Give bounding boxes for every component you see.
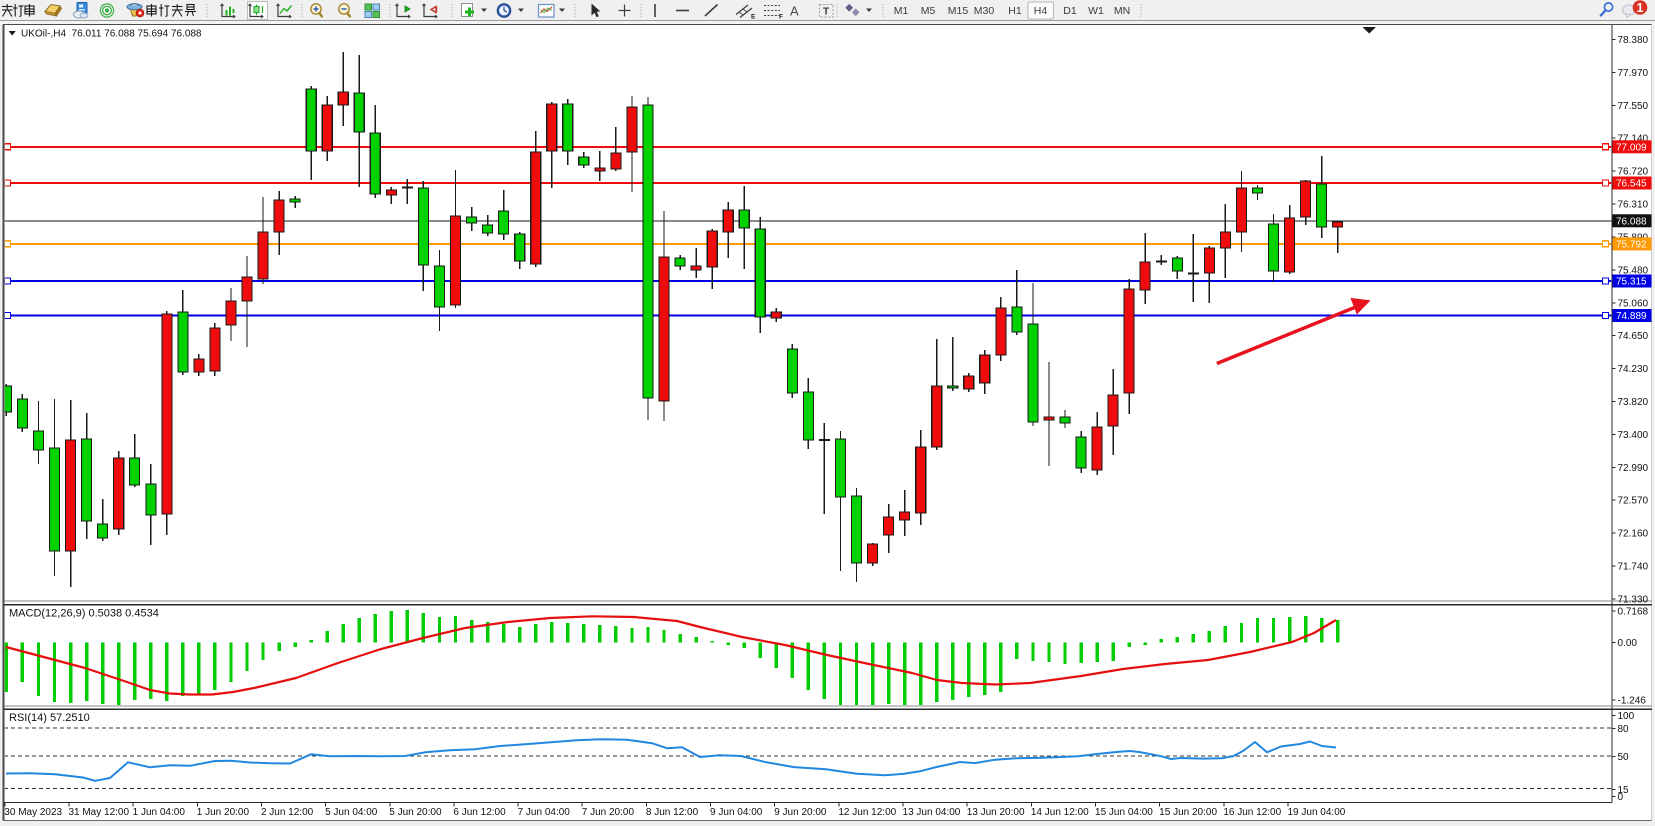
svg-text:8 Jun 12:00: 8 Jun 12:00: [646, 807, 699, 818]
svg-text:MN: MN: [1114, 5, 1130, 17]
svg-text:M15: M15: [948, 5, 969, 17]
svg-text:75.060: 75.060: [1618, 298, 1649, 309]
svg-text:13 Jun 04:00: 13 Jun 04:00: [903, 807, 961, 818]
svg-text:15: 15: [1618, 785, 1630, 796]
svg-text:2 Jun 12:00: 2 Jun 12:00: [261, 807, 314, 818]
svg-text:H4: H4: [1034, 5, 1048, 17]
svg-text:W1: W1: [1088, 5, 1104, 17]
svg-text:6 Jun 12:00: 6 Jun 12:00: [453, 807, 506, 818]
svg-text:A: A: [790, 4, 799, 19]
svg-text:50: 50: [1618, 752, 1630, 763]
svg-text:-1.246: -1.246: [1618, 696, 1647, 707]
svg-text:72.570: 72.570: [1618, 496, 1649, 507]
svg-text:M5: M5: [921, 5, 936, 17]
svg-text:0.00: 0.00: [1618, 638, 1638, 649]
svg-text:75.315: 75.315: [1616, 277, 1647, 288]
svg-text:100: 100: [1618, 711, 1635, 722]
svg-text:78.380: 78.380: [1618, 35, 1649, 46]
svg-text:5 Jun 20:00: 5 Jun 20:00: [389, 807, 442, 818]
svg-text:9 Jun 20:00: 9 Jun 20:00: [774, 807, 827, 818]
svg-text:71.330: 71.330: [1618, 594, 1649, 605]
svg-text:9 Jun 04:00: 9 Jun 04:00: [710, 807, 763, 818]
svg-text:MACD(12,26,9) 0.5038 0.4534: MACD(12,26,9) 0.5038 0.4534: [9, 608, 159, 620]
svg-text:UKOil-,H4 76.011 76.088 75.69: UKOil-,H4 76.011 76.088 75.694 76.088: [21, 29, 202, 40]
svg-text:RSI(14) 57.2510: RSI(14) 57.2510: [9, 712, 90, 724]
svg-text:74.650: 74.650: [1618, 331, 1649, 342]
svg-text:12 Jun 12:00: 12 Jun 12:00: [838, 807, 896, 818]
svg-text:5 Jun 04:00: 5 Jun 04:00: [325, 807, 378, 818]
svg-text:14 Jun 12:00: 14 Jun 12:00: [1031, 807, 1089, 818]
svg-text:76.088: 76.088: [1616, 216, 1647, 227]
svg-text:30 May 2023: 30 May 2023: [4, 807, 62, 818]
svg-text:0.7168: 0.7168: [1618, 606, 1649, 617]
svg-text:76.720: 76.720: [1618, 167, 1649, 178]
svg-text:M30: M30: [974, 5, 995, 17]
svg-text:71.740: 71.740: [1618, 562, 1649, 573]
svg-text:74.230: 74.230: [1618, 364, 1649, 375]
svg-text:1 Jun 04:00: 1 Jun 04:00: [133, 807, 186, 818]
svg-text:0: 0: [1618, 792, 1624, 803]
svg-text:77.970: 77.970: [1618, 68, 1649, 79]
svg-text:75.480: 75.480: [1618, 265, 1649, 276]
svg-text:75.792: 75.792: [1616, 239, 1647, 250]
svg-text:80: 80: [1618, 724, 1630, 735]
svg-text:19 Jun 04:00: 19 Jun 04:00: [1288, 807, 1346, 818]
svg-text:1 Jun 20:00: 1 Jun 20:00: [197, 807, 250, 818]
svg-text:77.550: 77.550: [1618, 101, 1649, 112]
svg-text:H1: H1: [1008, 5, 1022, 17]
svg-text:16 Jun 12:00: 16 Jun 12:00: [1223, 807, 1281, 818]
svg-text:77.009: 77.009: [1616, 142, 1647, 153]
svg-text:74.889: 74.889: [1616, 311, 1647, 322]
svg-text:15 Jun 04:00: 15 Jun 04:00: [1095, 807, 1153, 818]
svg-text:T: T: [823, 7, 829, 18]
svg-text:76.545: 76.545: [1616, 179, 1647, 190]
svg-text:73.400: 73.400: [1618, 430, 1649, 441]
svg-text:15 Jun 20:00: 15 Jun 20:00: [1159, 807, 1217, 818]
svg-text:7 Jun 04:00: 7 Jun 04:00: [518, 807, 571, 818]
svg-text:77.140: 77.140: [1618, 134, 1649, 145]
svg-text:73.820: 73.820: [1618, 397, 1649, 408]
svg-text:F: F: [779, 14, 783, 21]
svg-text:31 May 12:00: 31 May 12:00: [68, 807, 129, 818]
svg-text:7 Jun 20:00: 7 Jun 20:00: [582, 807, 635, 818]
svg-text:M1: M1: [894, 5, 909, 17]
svg-text:72.990: 72.990: [1618, 463, 1649, 474]
svg-text:1: 1: [1637, 1, 1644, 15]
svg-text:13 Jun 20:00: 13 Jun 20:00: [967, 807, 1025, 818]
svg-text:76.310: 76.310: [1618, 200, 1649, 211]
svg-text:E: E: [751, 14, 756, 21]
svg-text:D1: D1: [1063, 5, 1077, 17]
svg-text:72.160: 72.160: [1618, 529, 1649, 540]
